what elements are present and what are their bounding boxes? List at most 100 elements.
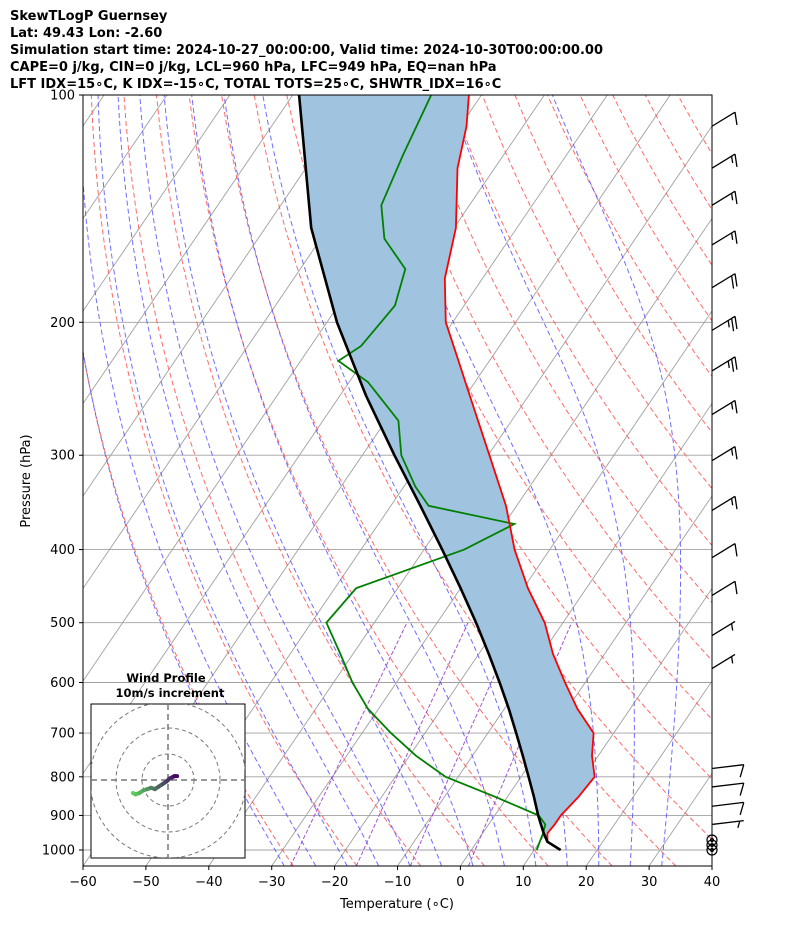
isotherm-line: [271, 217, 712, 866]
wind-barb-flag: [734, 316, 738, 330]
calm-wind-marker: [706, 839, 718, 851]
title-line-4: CAPE=0 j/kg, CIN=0 j/kg, LCL=960 hPa, LF…: [10, 60, 497, 75]
wind-barb-half-flag: [730, 232, 734, 240]
moist-adiabat-line: [117, 95, 380, 866]
isotherm-line: [585, 680, 712, 866]
wind-barb-flag: [734, 112, 738, 126]
wind-barb-flag: [734, 230, 738, 244]
y-tick-label: 200: [50, 316, 75, 331]
dry-adiabat-line: [416, 95, 712, 604]
wind-barbs: [706, 111, 745, 856]
isotherm-line: [83, 95, 357, 497]
y-tick-label: 700: [50, 727, 75, 742]
wind-barb-staff: [711, 801, 744, 807]
wind-barb-flag: [734, 496, 738, 510]
x-tick-label: −20: [321, 875, 348, 890]
wind-barb-flag: [734, 581, 738, 595]
dry-adiabat-line: [318, 95, 712, 780]
wind-barb-flag: [734, 191, 738, 205]
x-tick-label: 20: [578, 875, 595, 890]
x-tick-label: −50: [132, 875, 159, 890]
chart-title: SkewTLogP Guernsey Lat: 49.43 Lon: -2.60…: [10, 8, 603, 93]
moist-adiabat-line: [262, 95, 537, 866]
y-tick-label: 500: [50, 616, 75, 631]
x-tick-label: −40: [195, 875, 222, 890]
profiles: [297, 95, 596, 852]
wind-barb-half-flag: [730, 402, 734, 410]
moist-adiabat-line: [191, 95, 474, 866]
dry-adiabat-line: [709, 95, 712, 99]
wind-profile-inset: Wind Profile 10m/s increment: [90, 671, 246, 859]
y-tick-label: 600: [50, 676, 75, 691]
inset-title: Wind Profile: [126, 671, 206, 685]
title-line-5: LFT IDX=15∘C, K IDX=-15∘C, TOTAL TOTS=25…: [10, 77, 502, 92]
wind-barb-staff: [711, 764, 744, 770]
x-tick-label: −10: [384, 875, 411, 890]
cin-shading-area: [299, 95, 595, 850]
wind-barb-staff: [711, 819, 744, 826]
wind-barb-flag: [730, 275, 735, 289]
wind-barb-half-flag: [730, 656, 734, 664]
mixing-ratio-line: [355, 622, 469, 866]
x-tick-label: 30: [641, 875, 658, 890]
x-axis-ticks: −60 −50 −40 −30 −20 −10 0 10 20 30 40: [69, 866, 720, 890]
wind-barb-flag: [730, 358, 735, 372]
wind-barb-flag: [734, 400, 738, 414]
wind-barb-flag: [739, 802, 745, 816]
isotherm-line: [83, 95, 231, 312]
wind-barb-flag: [739, 764, 745, 778]
mixing-ratio-line: [290, 622, 408, 866]
dry-adiabat-line: [253, 95, 677, 866]
y-tick-label: 900: [50, 809, 75, 824]
calm-wind-marker-center: [710, 838, 714, 843]
x-tick-label: −60: [69, 875, 96, 890]
calm-wind-marker: [706, 834, 718, 846]
isotherm-line: [522, 587, 712, 866]
isotherm-line: [648, 772, 712, 866]
wind-barb-half-flag: [730, 498, 734, 506]
background-lines: [83, 95, 794, 866]
wind-barb-flag: [734, 543, 738, 557]
wind-barb-flag: [734, 153, 738, 168]
y-tick-label: 1000: [42, 844, 75, 859]
wind-barb-flag: [739, 782, 745, 796]
inset-subtitle: 10m/s increment: [116, 686, 225, 700]
y-axis-ticks: 1000 900 800 700 600 500 400 300 200 100: [42, 89, 83, 859]
parcel-path-line: [297, 95, 562, 852]
dry-adiabat-line: [384, 95, 712, 662]
wind-barb-half-flag: [730, 156, 734, 164]
cape-cin-shading: [299, 95, 595, 850]
dry-adiabat-line: [123, 95, 422, 866]
x-tick-label: 10: [515, 875, 532, 890]
wind-barb-flag: [734, 356, 738, 370]
wind-barb-staff: [711, 782, 744, 788]
wind-barb-staff: [711, 542, 736, 559]
title-line-3: Simulation start time: 2024-10-27_00:00:…: [10, 43, 603, 58]
y-tick-label: 800: [50, 770, 75, 785]
wind-barb-staff: [711, 111, 736, 127]
wind-barb-half-flag: [730, 623, 734, 631]
wind-barb-staff: [711, 580, 736, 596]
dry-adiabat-line: [449, 95, 712, 547]
moist-adiabat-line: [139, 95, 411, 866]
dry-adiabat-line: [612, 95, 712, 267]
wind-barb-flag: [734, 446, 738, 460]
y-axis-label: Pressure (hPa): [19, 434, 34, 527]
isotherm-line: [83, 95, 294, 405]
mixing-ratio-line: [409, 622, 519, 866]
moist-adiabat-line: [448, 95, 635, 866]
dry-adiabat-line: [351, 95, 712, 721]
dry-adiabat-line: [579, 95, 712, 322]
y-tick-label: 400: [50, 543, 75, 558]
moist-adiabat-line: [83, 174, 317, 866]
isotherm-line: [711, 865, 712, 866]
isotherm-line: [775, 95, 794, 866]
y-tick-label: 300: [50, 449, 75, 464]
title-line-1: SkewTLogP Guernsey: [10, 9, 168, 24]
wind-barb-half-flag: [727, 320, 730, 328]
dry-adiabat-line: [677, 95, 712, 155]
dry-adiabat-line: [90, 95, 358, 866]
moist-adiabat-line: [83, 348, 285, 866]
dry-adiabat-line: [776, 95, 794, 866]
